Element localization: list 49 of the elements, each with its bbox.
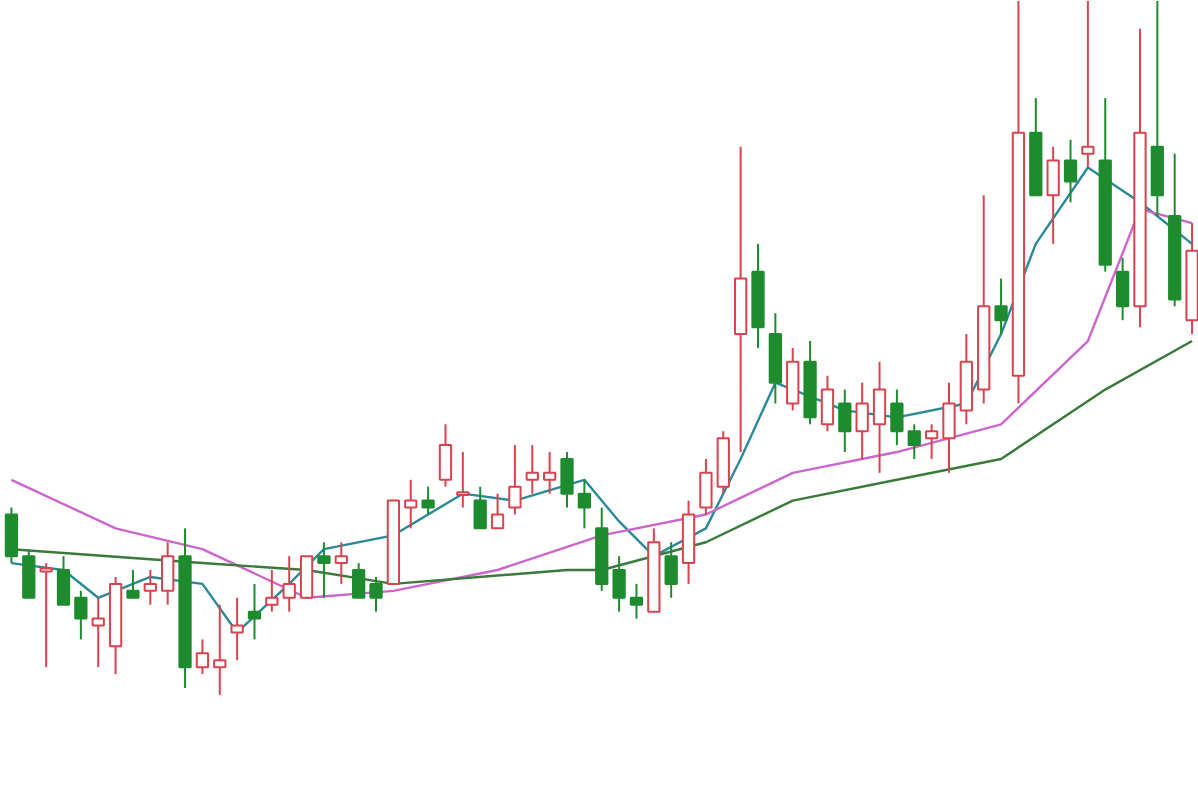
- candlestick: [994, 277, 1008, 336]
- candlestick: [838, 388, 852, 454]
- candlestick: [438, 423, 453, 488]
- candlestick: [890, 388, 904, 447]
- candlestick: [265, 569, 279, 613]
- candlestick: [1063, 138, 1078, 204]
- candlestick: [143, 569, 157, 606]
- candlestick: [404, 478, 418, 530]
- candlestick: [213, 603, 227, 696]
- candlestick: [195, 638, 210, 676]
- candlestick: [786, 346, 800, 412]
- candlestick: [543, 451, 557, 495]
- candlestick: [577, 478, 592, 530]
- candlestick: [473, 485, 487, 530]
- candlestick: [560, 451, 574, 509]
- candlestick: [820, 374, 835, 433]
- candlestick: [612, 555, 626, 613]
- candlestick: [247, 582, 262, 641]
- candlestick: [317, 541, 331, 599]
- candlestick: [508, 444, 522, 516]
- candlestick: [1046, 145, 1060, 245]
- candlestick: [56, 555, 71, 606]
- candlestick: [369, 575, 383, 613]
- candlestick: [1115, 256, 1130, 322]
- candlestick: [421, 485, 435, 516]
- candlestick: [942, 381, 956, 474]
- candlestick: [91, 596, 105, 669]
- candlestick: [22, 548, 36, 599]
- candlestick: [1081, 1, 1095, 169]
- candlestick: [352, 562, 366, 599]
- candlestick: [230, 596, 244, 662]
- candlestick: [4, 506, 19, 565]
- candlestick: [161, 541, 175, 606]
- candlestick: [699, 457, 713, 516]
- candlestick: [39, 562, 53, 669]
- candlestick: [855, 381, 869, 460]
- candlestick: [872, 360, 887, 474]
- candlestick: [664, 541, 678, 599]
- candlestick: [490, 492, 505, 530]
- candlestick: [334, 541, 348, 585]
- candlestick: [924, 423, 939, 460]
- candlestick: [299, 555, 314, 599]
- candlestick: [126, 569, 140, 599]
- candlestick: [456, 451, 470, 509]
- candlestick: [907, 423, 921, 460]
- candlestick: [629, 582, 644, 620]
- candlestick: [525, 444, 539, 495]
- candlestick: [74, 589, 88, 641]
- candlestick: [282, 555, 296, 613]
